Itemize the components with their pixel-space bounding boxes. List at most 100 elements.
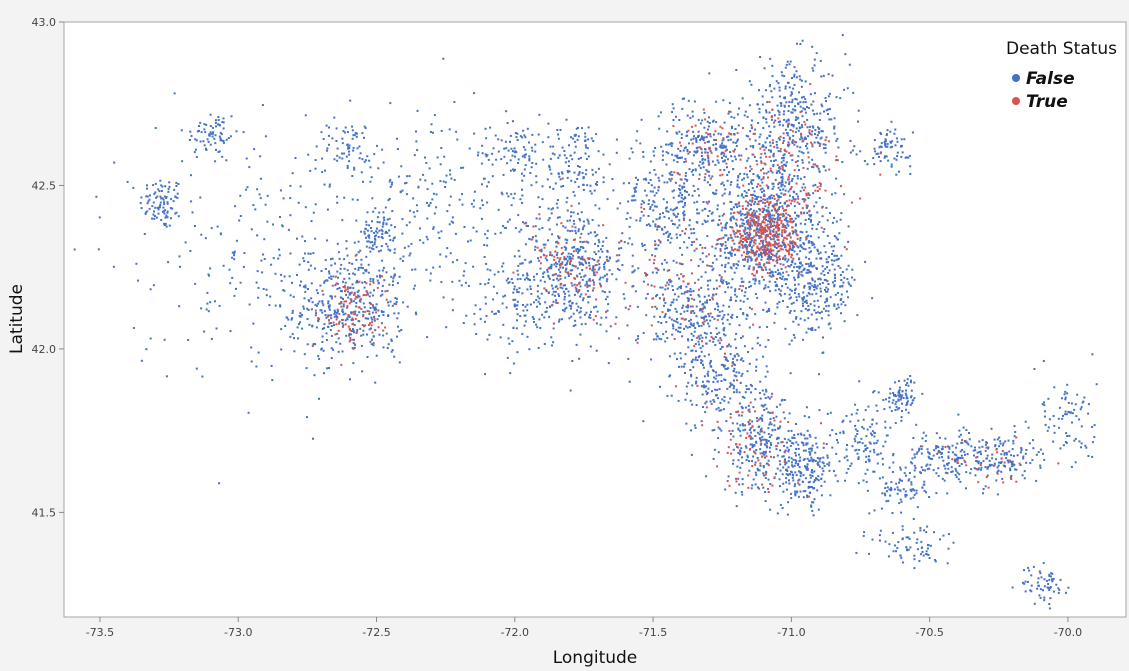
- data-point: [1040, 576, 1043, 579]
- data-point: [989, 464, 992, 467]
- data-point: [938, 456, 941, 459]
- data-point: [170, 198, 173, 201]
- data-point: [898, 386, 901, 389]
- data-point: [738, 414, 741, 417]
- data-point: [330, 347, 333, 350]
- data-point: [901, 390, 904, 393]
- data-point: [585, 240, 588, 243]
- data-point: [851, 149, 854, 152]
- data-point: [551, 287, 554, 290]
- data-point: [690, 232, 693, 235]
- data-point: [750, 213, 753, 216]
- data-point: [219, 131, 222, 134]
- data-point: [745, 384, 748, 387]
- data-point: [787, 145, 790, 148]
- data-point: [885, 482, 888, 485]
- data-point: [799, 245, 802, 248]
- data-point: [663, 268, 666, 271]
- data-point: [790, 492, 793, 495]
- data-point: [816, 446, 819, 449]
- data-point: [804, 136, 807, 139]
- data-point: [733, 242, 736, 245]
- data-point: [935, 445, 938, 448]
- data-point: [795, 98, 798, 101]
- data-point: [737, 459, 740, 462]
- data-point: [634, 190, 637, 193]
- data-point: [791, 92, 793, 95]
- data-point: [727, 135, 730, 138]
- data-point: [759, 133, 762, 136]
- data-point: [761, 435, 764, 438]
- data-point: [760, 258, 763, 261]
- data-point: [765, 121, 768, 124]
- data-point: [764, 163, 767, 166]
- data-point: [341, 142, 344, 145]
- data-point: [578, 263, 581, 266]
- data-point: [711, 211, 714, 214]
- data-point: [555, 223, 558, 226]
- data-point: [712, 340, 715, 343]
- data-point: [305, 367, 308, 370]
- data-point: [848, 283, 851, 286]
- data-point: [943, 464, 946, 467]
- data-point: [775, 172, 778, 174]
- data-point: [715, 293, 718, 296]
- data-point: [576, 178, 579, 180]
- data-point: [901, 402, 903, 405]
- data-point: [846, 444, 848, 446]
- data-point: [764, 238, 767, 241]
- data-point: [849, 465, 852, 467]
- data-point: [342, 298, 344, 300]
- data-point: [781, 275, 784, 278]
- data-point: [903, 138, 906, 141]
- data-point: [995, 458, 998, 461]
- data-point: [671, 103, 674, 106]
- data-point: [798, 460, 801, 463]
- data-point: [640, 203, 643, 206]
- data-point: [582, 299, 584, 302]
- data-point: [794, 492, 797, 495]
- data-point: [672, 223, 674, 225]
- data-point: [1030, 590, 1033, 593]
- data-point: [815, 318, 818, 321]
- data-point: [889, 426, 892, 429]
- data-point: [990, 463, 993, 466]
- data-point: [732, 141, 735, 144]
- data-point: [776, 512, 779, 515]
- data-point: [737, 176, 740, 179]
- data-point: [229, 135, 232, 138]
- data-point: [707, 170, 710, 173]
- data-point: [235, 130, 238, 133]
- data-point: [793, 464, 796, 467]
- data-point: [383, 216, 386, 219]
- data-point: [356, 314, 359, 317]
- data-point: [822, 74, 825, 77]
- data-point: [220, 133, 223, 136]
- data-point: [154, 182, 157, 185]
- data-point: [1091, 426, 1094, 428]
- data-point: [748, 286, 751, 288]
- data-point: [843, 88, 846, 91]
- data-point: [631, 151, 634, 154]
- data-point: [811, 293, 814, 296]
- data-point: [693, 312, 696, 315]
- data-point: [1005, 453, 1008, 456]
- data-point: [605, 236, 608, 239]
- data-point: [734, 128, 737, 130]
- data-point: [1012, 454, 1015, 457]
- data-point: [168, 181, 171, 184]
- data-point: [636, 305, 639, 308]
- data-point: [755, 449, 758, 452]
- data-point: [349, 378, 351, 381]
- data-point: [750, 258, 753, 260]
- data-point: [801, 159, 804, 162]
- data-point: [806, 211, 809, 214]
- data-point: [671, 111, 674, 113]
- data-point: [780, 278, 783, 280]
- data-point: [769, 226, 772, 229]
- data-point: [644, 189, 646, 192]
- data-point: [548, 166, 551, 169]
- data-point: [884, 140, 887, 143]
- data-point: [818, 170, 821, 173]
- data-point: [586, 218, 589, 221]
